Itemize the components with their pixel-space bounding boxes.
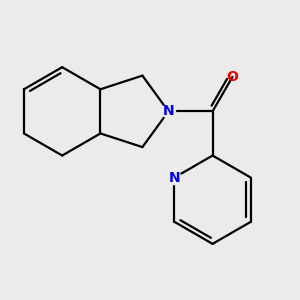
Text: O: O: [226, 70, 238, 84]
Text: N: N: [163, 104, 174, 118]
Text: N: N: [169, 171, 180, 184]
